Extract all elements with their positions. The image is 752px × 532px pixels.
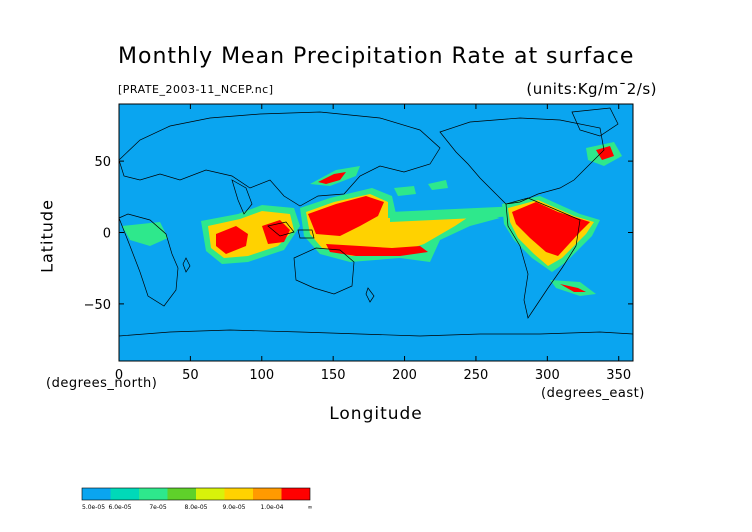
- precip-band-green: [390, 206, 520, 222]
- precip-core-red: [596, 146, 614, 160]
- x-tick-label: 0: [115, 368, 123, 383]
- colorbar-label: 7e-05: [149, 504, 166, 511]
- precip-core-red: [512, 202, 590, 256]
- colorbar-label: 8.0e-05: [184, 504, 207, 511]
- colorbar-segment: [281, 488, 310, 500]
- x-tick-label: 200: [392, 368, 417, 383]
- newzealand-outline: [365, 287, 375, 303]
- precip-band-green: [122, 222, 168, 246]
- europe-asia-outline: [118, 111, 441, 207]
- x-tick-label: 300: [535, 368, 560, 383]
- colorbar-segment: [139, 488, 168, 500]
- greenland-outline: [571, 107, 619, 137]
- y-tick-label: 0: [103, 227, 111, 242]
- x-axis-ticks: 0 50 100 150 200 250 300 350: [115, 104, 631, 383]
- file-label: [PRATE_2003-11_NCEP.nc]: [118, 83, 274, 96]
- x-tick-label: 50: [182, 368, 199, 383]
- map-panel: [118, 103, 634, 362]
- colorbar-frame: [81, 487, 311, 501]
- colorbar: 5.0e-05 6.0e-05 7e-05 8.0e-05 9.0e-05 1.0e-04…: [81, 487, 313, 511]
- south-america-outline: [505, 197, 581, 319]
- precip-band-green: [394, 186, 416, 196]
- x-tick-label: 100: [249, 368, 274, 383]
- precip-core-red: [326, 244, 428, 256]
- colorbar-segment: [253, 488, 282, 500]
- colorbar-label: 6.0e-05: [108, 504, 131, 511]
- precip-core-red: [216, 226, 248, 254]
- y-axis-ticks: 50 0 −50: [84, 155, 633, 313]
- y-tick-label: −50: [84, 298, 111, 313]
- precip-core-red: [308, 196, 384, 236]
- precip-core-red: [318, 172, 346, 184]
- antarctica-outline: [118, 329, 634, 337]
- precip-field: [122, 142, 622, 296]
- australia-outline: [293, 247, 355, 295]
- y-axis-units: (degrees_north): [46, 376, 158, 391]
- x-tick-label: 350: [606, 368, 631, 383]
- africa-outline: [118, 213, 179, 307]
- x-axis-label: Longitude: [329, 404, 423, 424]
- indonesia-outline: [267, 221, 315, 239]
- colorbar-segment: [224, 488, 253, 500]
- colorbar-label: ∞: [308, 504, 313, 511]
- colorbar-label: 1.0e-04: [260, 504, 283, 511]
- y-tick-label: 50: [94, 155, 111, 170]
- coastlines: [118, 107, 634, 337]
- colorbar-segment: [167, 488, 196, 500]
- colorbar-segment: [110, 488, 139, 500]
- north-america-outline: [439, 117, 605, 205]
- units-label: (units:Kg/m¯2/s): [526, 80, 657, 98]
- colorbar-segment: [82, 488, 111, 500]
- precip-core-red: [560, 284, 586, 292]
- colorbar-label: 5.0e-05: [82, 504, 105, 511]
- x-tick-label: 250: [464, 368, 489, 383]
- colorbar-segment: [196, 488, 225, 500]
- precip-band-green: [428, 180, 448, 190]
- map-title: Monthly Mean Precipitation Rate at surfa…: [118, 44, 635, 69]
- colorbar-label: 9.0e-05: [222, 504, 245, 511]
- india-outline: [231, 179, 253, 215]
- x-tick-label: 150: [321, 368, 346, 383]
- madagascar-outline: [182, 257, 191, 273]
- x-axis-units: (degrees_east): [541, 386, 645, 401]
